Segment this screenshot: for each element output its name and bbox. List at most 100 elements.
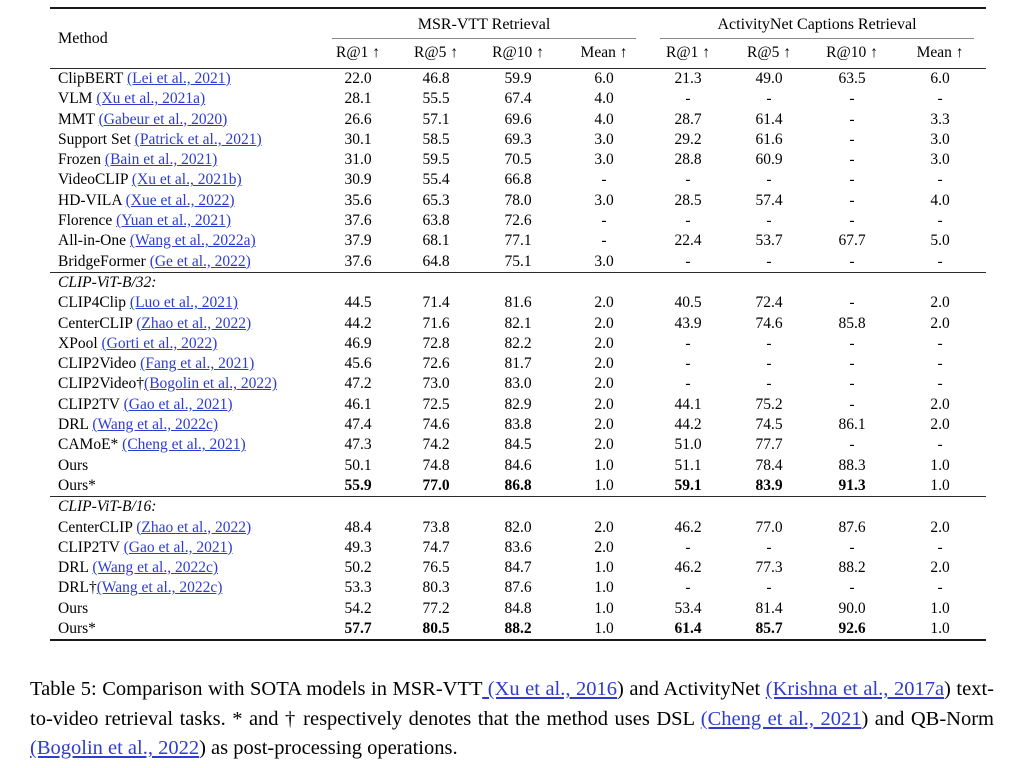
method-cell: XPool (Gorti et al., 2022) — [50, 334, 320, 354]
metric-value-cell: 72.6 — [504, 212, 532, 230]
metric-value-cell: 57.1 — [422, 110, 450, 128]
metric-value-cell: 1.0 — [594, 620, 614, 638]
metric-value-cell: 70.5 — [504, 151, 532, 169]
metric-value-cell: 55.9 — [344, 476, 372, 494]
metric-value-cell: 3.0 — [930, 151, 950, 169]
metric-value-cell: 35.6 — [344, 191, 372, 209]
method-citation-link[interactable]: (Wang et al., 2022c) — [92, 416, 219, 434]
metric-value-cell: - — [937, 212, 943, 230]
caption-citation-link[interactable]: (Bogolin et al., 2022 — [30, 737, 200, 759]
caption-citation-link[interactable]: (Xu et al., 2016 — [482, 678, 618, 700]
metric-value-cell: - — [849, 538, 855, 556]
metric-value-cell: - — [766, 579, 772, 597]
method-citation-link[interactable]: (Wang et al., 2022c) — [96, 579, 223, 597]
metric-value-cell: 1.0 — [594, 599, 614, 617]
method-name: DRL† — [58, 579, 97, 597]
method-citation-link[interactable]: (Gorti et al., 2022) — [101, 334, 218, 352]
method-name: Ours — [58, 456, 89, 474]
method-name: CLIP4Clip — [58, 294, 130, 312]
table-row: CLIP2TV (Gao et al., 2021) 49.3 74.7 83.6 2.… — [50, 538, 986, 558]
method-name: Ours* — [58, 620, 96, 638]
metric-value-cell: 2.0 — [594, 395, 614, 413]
metric-value-cell: 30.1 — [344, 130, 372, 148]
metric-value-cell: - — [766, 355, 772, 373]
metric-value-cell: 78.0 — [504, 191, 532, 209]
metric-value-cell: - — [937, 355, 943, 373]
metric-value-cell: 59.9 — [504, 70, 532, 87]
method-citation-link[interactable]: (Wang et al., 2022c) — [92, 559, 219, 577]
method-name: VideoCLIP — [58, 171, 132, 189]
metric-value-cell: 81.4 — [755, 599, 783, 617]
metric-value-cell: - — [849, 294, 855, 312]
method-citation-link[interactable]: (Bogolin et al., 2022) — [144, 375, 278, 393]
metric-value-cell: - — [685, 171, 691, 189]
metric-value-cell: 53.3 — [344, 579, 372, 597]
method-citation-link[interactable]: (Xu et al., 2021a) — [96, 90, 206, 108]
metric-value-cell: 80.5 — [422, 620, 450, 638]
method-citation-link[interactable]: (Yuan et al., 2021) — [116, 212, 232, 230]
caption-text: ) and QB-Norm — [861, 707, 994, 730]
metric-value-cell: - — [601, 212, 607, 230]
metric-value-cell: 1.0 — [930, 476, 950, 494]
metric-value-cell: 77.7 — [755, 436, 783, 454]
metric-value-cell: 77.0 — [422, 476, 450, 494]
method-citation-link[interactable]: (Fang et al., 2021) — [140, 355, 255, 373]
method-citation-link[interactable]: (Lei et al., 2021) — [126, 70, 231, 87]
metric-value-cell: 87.6 — [838, 518, 866, 536]
caption-citation-link[interactable]: (Krishna et al., 2017a — [765, 678, 945, 700]
method-citation-link[interactable]: (Gao et al., 2021) — [123, 395, 233, 413]
metric-value-cell: 44.2 — [674, 416, 702, 434]
metric-value-cell: 2.0 — [930, 416, 950, 434]
metric-value-cell: - — [849, 151, 855, 169]
metric-value-cell: - — [849, 252, 855, 270]
metric-value-cell: 86.1 — [838, 416, 866, 434]
method-cell: Florence (Yuan et al., 2021) — [50, 211, 320, 231]
metric-value-cell: 65.3 — [422, 191, 450, 209]
method-citation-link[interactable]: (Luo et al., 2021) — [129, 294, 238, 312]
method-citation-link[interactable]: (Ge et al., 2022) — [149, 252, 251, 270]
metric-value-cell: - — [937, 436, 943, 454]
metric-value-cell: 60.9 — [755, 151, 783, 169]
method-cell: Ours — [50, 599, 320, 619]
metric-value-cell: 22.4 — [674, 232, 702, 250]
metric-value-cell: 58.5 — [422, 130, 450, 148]
caption-text: ) text-to-video retrieval tasks. * and †… — [30, 678, 994, 730]
method-citation-link[interactable]: (Gao et al., 2021) — [123, 538, 233, 556]
metric-value-cell: - — [849, 90, 855, 108]
metric-value-cell: - — [937, 252, 943, 270]
method-column-header: Method — [58, 29, 108, 47]
method-citation-link[interactable]: (Cheng et al., 2021) — [122, 436, 246, 454]
metric-value-cell: 1.0 — [594, 456, 614, 474]
method-citation-link[interactable]: (Xue et al., 2022) — [125, 191, 235, 209]
col-header-an-r10: R@10 ↑ — [826, 44, 878, 61]
method-citation-link[interactable]: (Zhao et al., 2022) — [136, 314, 252, 332]
method-cell: DRL (Wang et al., 2022c) — [50, 558, 320, 578]
method-cell: HD-VILA (Xue et al., 2022) — [50, 191, 320, 211]
method-cell: CLIP4Clip (Luo et al., 2021) — [50, 293, 320, 313]
metric-value-cell: - — [685, 355, 691, 373]
method-citation-link[interactable]: (Wang et al., 2022a) — [129, 232, 256, 250]
metric-value-cell: 71.6 — [422, 314, 450, 332]
metric-value-cell: 6.0 — [594, 70, 614, 87]
method-name: All-in-One — [58, 232, 130, 250]
group-header-row: Method MSR-VTT Retrieval ActivityNet Cap… — [50, 8, 986, 47]
method-citation-link[interactable]: (Zhao et al., 2022) — [136, 518, 252, 536]
metric-value-cell: 4.0 — [930, 191, 950, 209]
metric-value-cell: 84.5 — [504, 436, 532, 454]
method-name: ClipBERT — [58, 70, 127, 87]
method-name: CenterCLIP — [58, 314, 137, 332]
method-citation-link[interactable]: (Gabeur et al., 2020) — [98, 110, 228, 128]
metric-value-cell: - — [766, 252, 772, 270]
metric-value-cell: 46.1 — [344, 395, 372, 413]
method-citation-link[interactable]: (Bain et al., 2021) — [104, 151, 218, 169]
metric-value-cell: 3.0 — [594, 130, 614, 148]
method-citation-link[interactable]: (Xu et al., 2021b) — [131, 171, 242, 189]
metric-value-cell: 74.7 — [422, 538, 450, 556]
method-citation-link[interactable]: (Patrick et al., 2021) — [134, 130, 262, 148]
metric-value-cell: 88.2 — [504, 620, 532, 638]
metric-value-cell: 82.0 — [504, 518, 532, 536]
metric-value-cell: 3.0 — [594, 191, 614, 209]
caption-citation-link[interactable]: (Cheng et al., 2021 — [700, 707, 862, 730]
metric-value-cell: 63.5 — [838, 70, 866, 87]
metric-value-cell: 83.0 — [504, 375, 532, 393]
